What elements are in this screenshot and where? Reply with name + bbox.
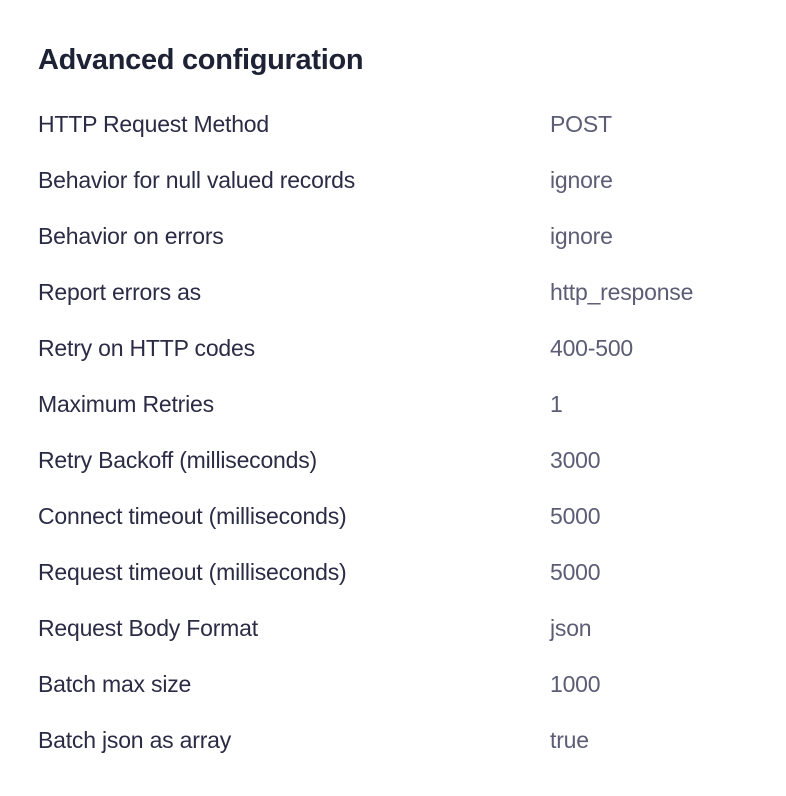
config-row-value: http_response — [550, 278, 694, 305]
config-row-value: 5000 — [550, 502, 601, 529]
config-row-label: Request timeout (milliseconds) — [38, 558, 347, 585]
config-row-value: 5000 — [550, 558, 601, 585]
config-row-value: POST — [550, 110, 612, 137]
config-row-label: Retry Backoff (milliseconds) — [38, 446, 318, 473]
config-row: Request timeout (milliseconds) 5000 — [38, 544, 748, 600]
config-row-label: HTTP Request Method — [38, 110, 269, 137]
config-row: Behavior for null valued records ignore — [38, 152, 748, 208]
config-row-value: 400-500 — [550, 334, 634, 361]
config-row-value: true — [550, 726, 589, 753]
config-row-label: Batch max size — [38, 670, 192, 697]
config-row-label: Maximum Retries — [38, 390, 214, 417]
config-row-label: Connect timeout (milliseconds) — [38, 502, 347, 529]
page-title: Advanced configuration — [38, 44, 364, 76]
config-row: Retry Backoff (milliseconds) 3000 — [38, 432, 748, 488]
config-row: HTTP Request Method POST — [38, 96, 748, 152]
config-row-value: 1000 — [550, 670, 601, 697]
config-row: Batch max size 1000 — [38, 656, 748, 712]
config-row-label: Report errors as — [38, 278, 201, 305]
config-list: HTTP Request Method POST Behavior for nu… — [38, 96, 748, 768]
config-row: Report errors as http_response — [38, 264, 748, 320]
config-row: Behavior on errors ignore — [38, 208, 748, 264]
config-row-label: Batch json as array — [38, 726, 232, 753]
config-row-label: Behavior on errors — [38, 222, 224, 249]
config-row-value: json — [550, 614, 592, 641]
config-row-value: 3000 — [550, 446, 601, 473]
config-row-value: ignore — [550, 166, 613, 193]
config-row-label: Request Body Format — [38, 614, 258, 641]
config-row-label: Behavior for null valued records — [38, 166, 356, 193]
config-row: Request Body Format json — [38, 600, 748, 656]
config-row: Connect timeout (milliseconds) 5000 — [38, 488, 748, 544]
config-row: Maximum Retries 1 — [38, 376, 748, 432]
config-row-value: 1 — [550, 390, 563, 417]
config-row-value: ignore — [550, 222, 613, 249]
config-row: Retry on HTTP codes 400-500 — [38, 320, 748, 376]
config-row-label: Retry on HTTP codes — [38, 334, 255, 361]
config-row: Batch json as array true — [38, 712, 748, 768]
